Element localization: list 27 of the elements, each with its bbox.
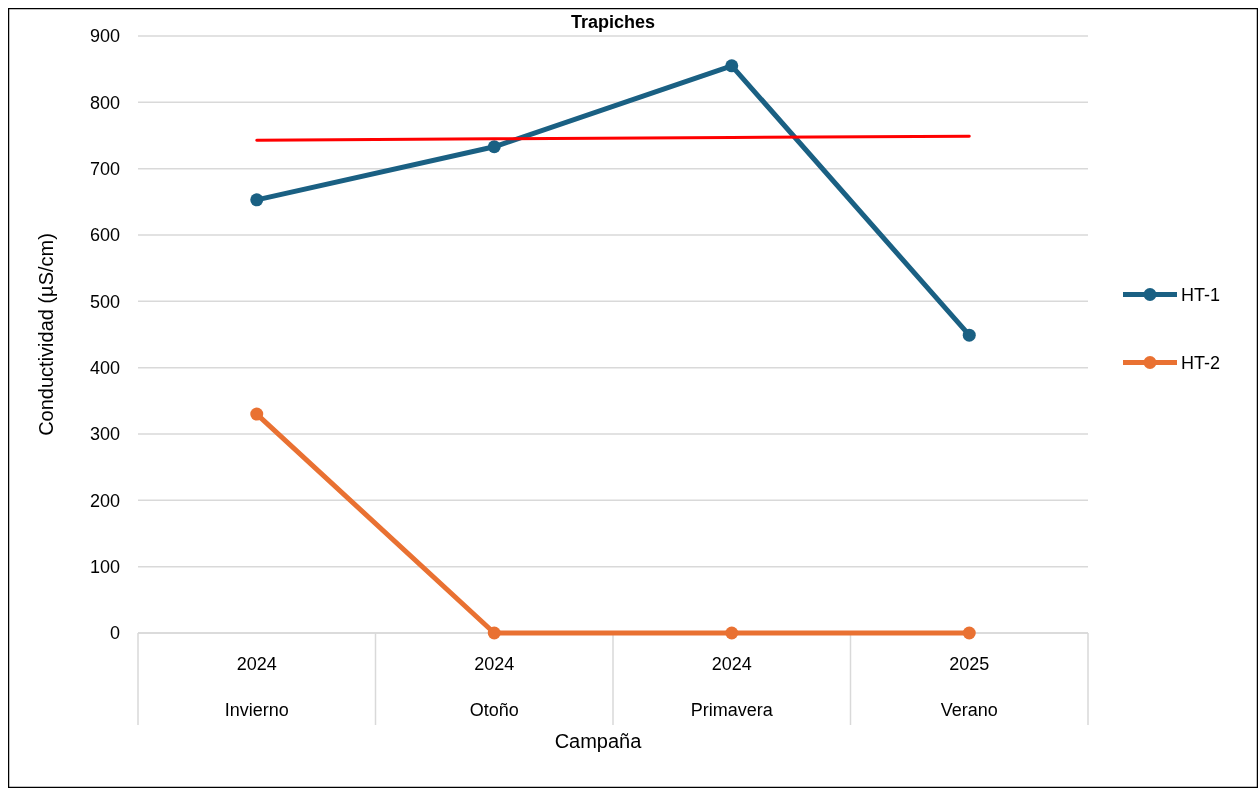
x-axis-title: Campaña: [554, 730, 643, 752]
category-label: 2024 Otoño: [469, 654, 519, 720]
legend-label: HT-1: [1181, 284, 1221, 305]
y-tick-label: 500: [89, 291, 120, 312]
chart-title: Trapiches: [570, 12, 656, 32]
point: [725, 626, 739, 640]
y-tick-label: 200: [89, 490, 120, 511]
point: [250, 407, 264, 421]
point: [962, 328, 976, 342]
point: [487, 626, 501, 640]
y-tick-label: 400: [89, 357, 120, 378]
point: [250, 193, 264, 207]
y-tick-label: 800: [89, 92, 120, 113]
y-tick-label: 900: [89, 26, 120, 47]
y-tick-label: 100: [89, 556, 120, 577]
category-label: 2024 Invierno: [224, 654, 289, 720]
y-tick-label: 700: [89, 158, 120, 179]
y-tick-label: 600: [89, 225, 120, 246]
legend-label: HT-2: [1181, 352, 1221, 373]
y-tick-label: 0: [109, 623, 120, 644]
category-label: 2025 Verano: [940, 654, 998, 720]
y-axis-title: Conductividad (µS/cm): [35, 233, 57, 436]
y-tick-label: 300: [89, 424, 120, 445]
category-label: 2024 Primavera: [690, 654, 773, 720]
point: [487, 140, 501, 154]
point: [725, 59, 739, 73]
point: [962, 626, 976, 640]
